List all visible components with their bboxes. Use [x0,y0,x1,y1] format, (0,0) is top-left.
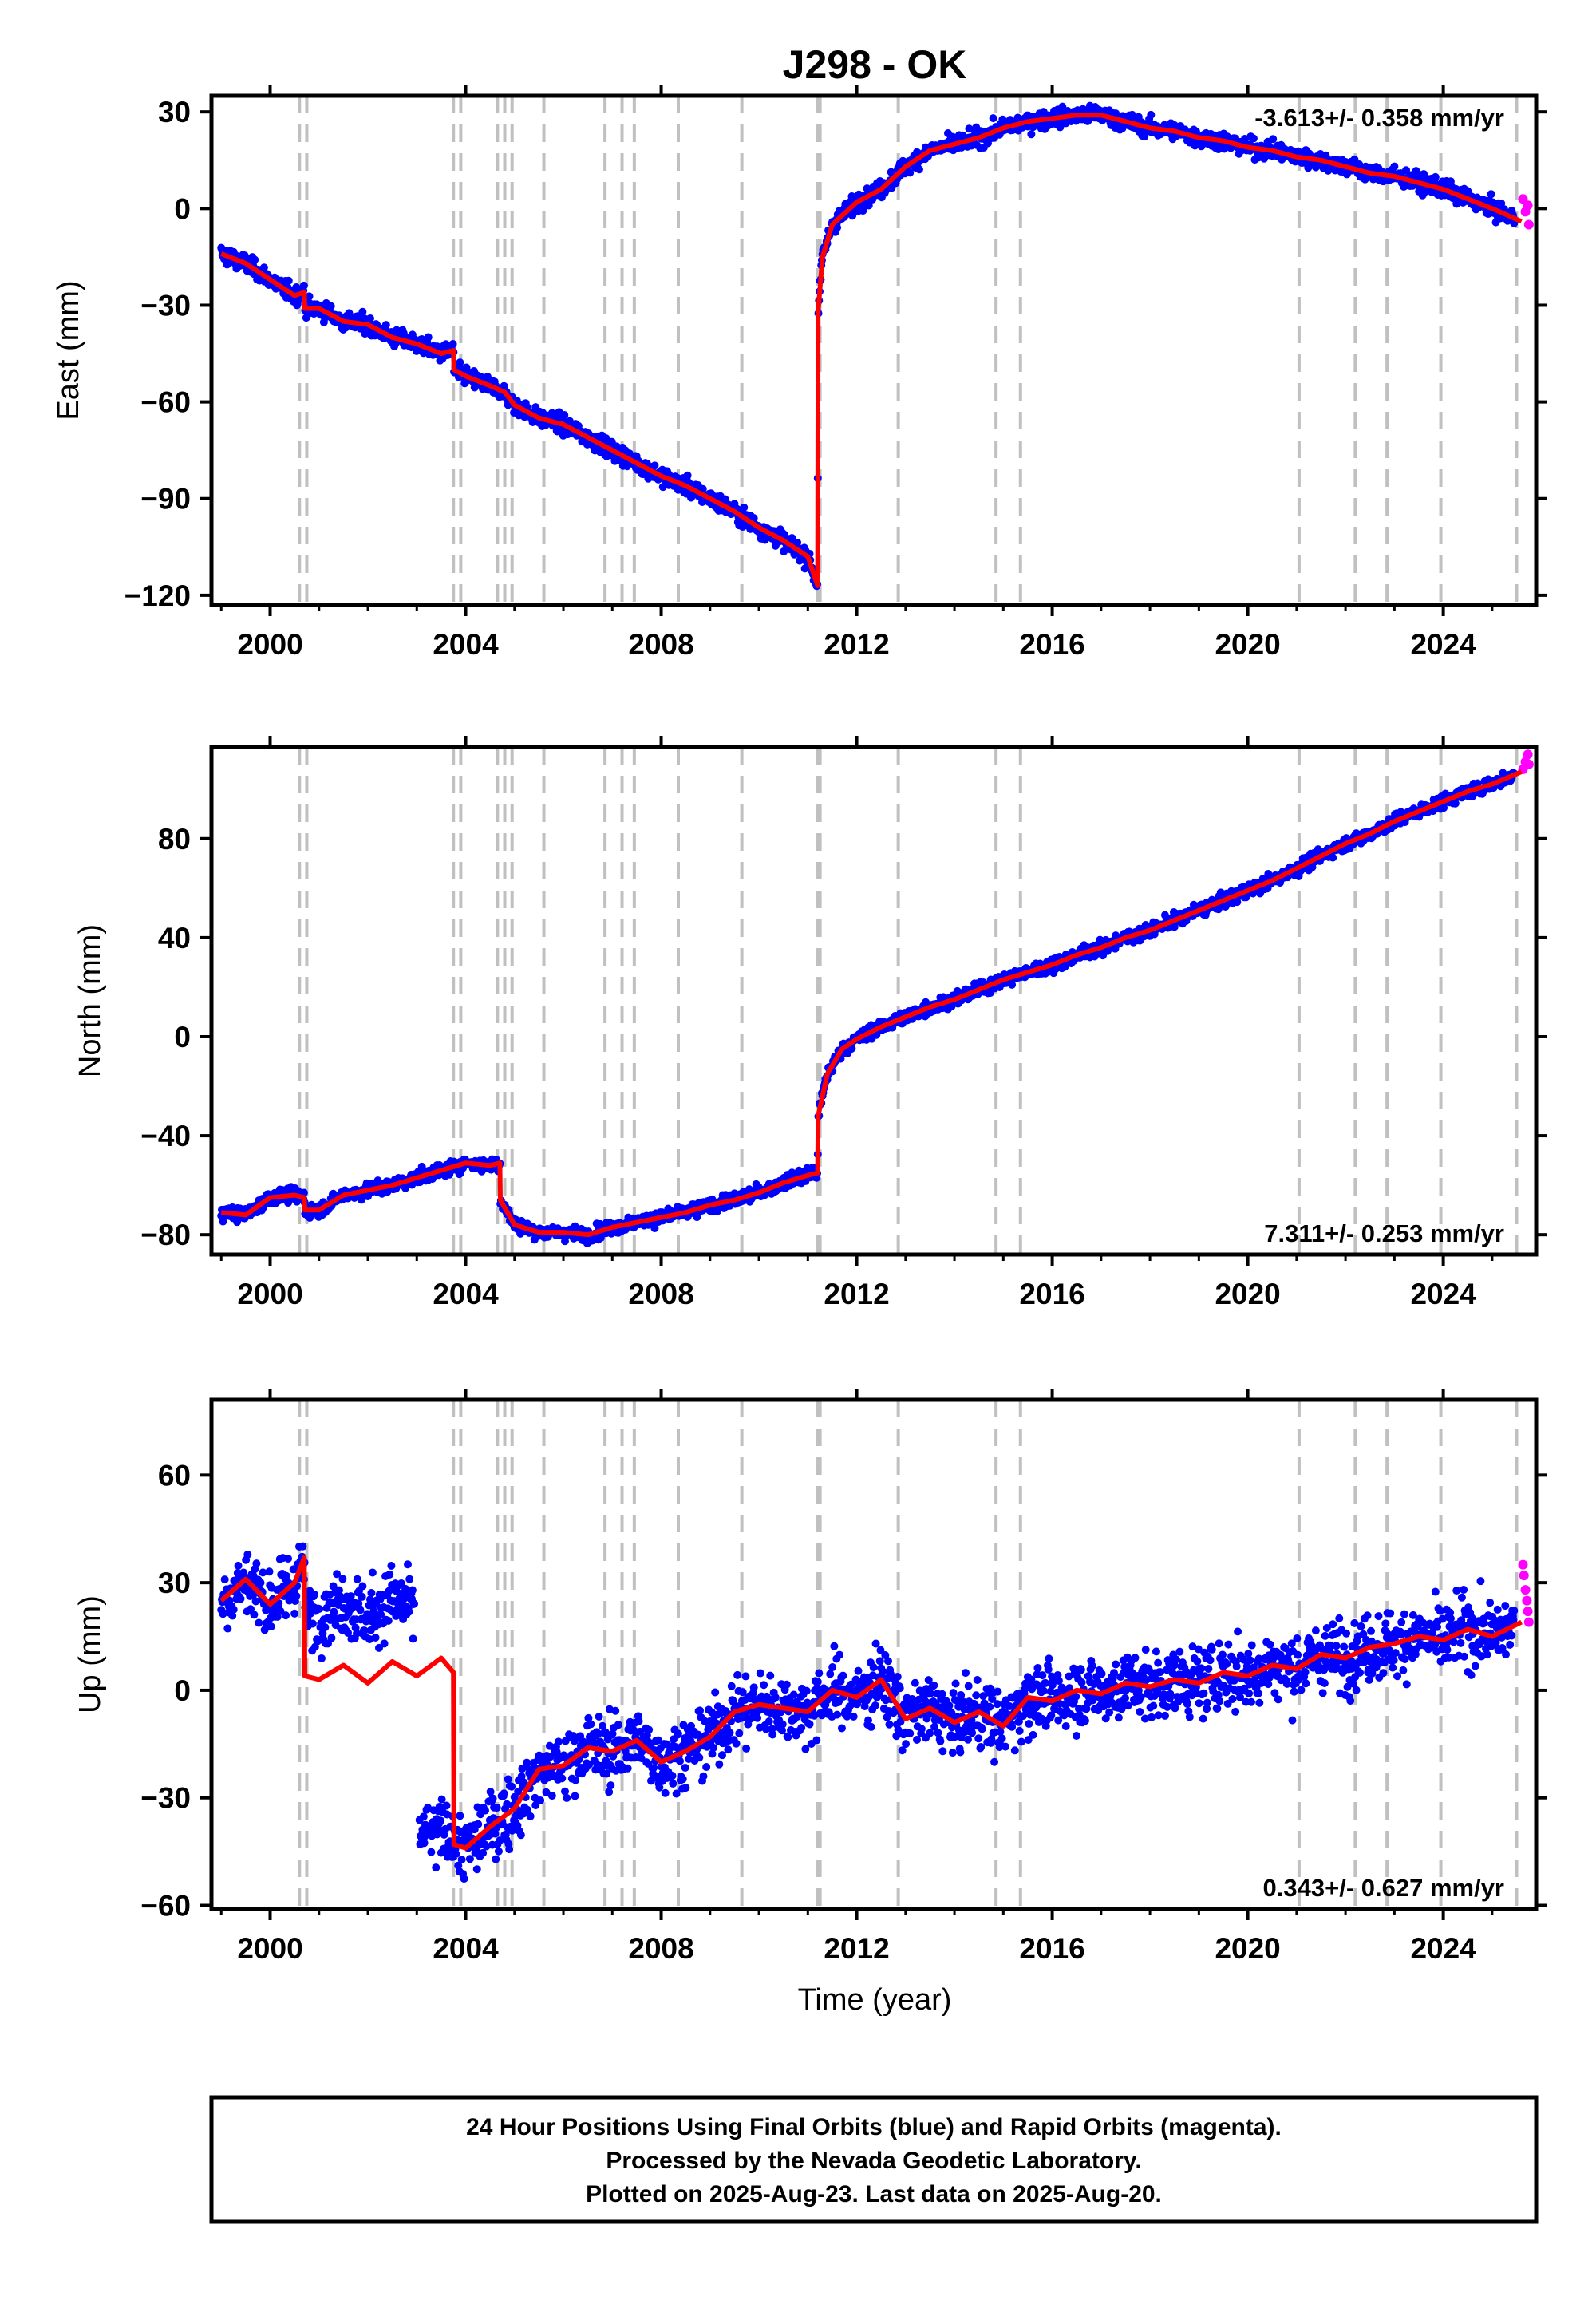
y-tick-label: −60 [140,386,191,419]
y-tick-label: −30 [140,1782,191,1815]
y-tick-label: −90 [140,483,191,516]
rapid-orbit-point [1523,1607,1533,1617]
rapid-orbit-point [1523,759,1534,769]
figure-title: J298 - OK [783,42,967,87]
x-tick-label: 2004 [433,1278,499,1310]
x-tick-label: 2000 [237,628,302,661]
final-orbit-points [217,1542,1519,1883]
y-tick-label: −80 [140,1219,191,1251]
y-tick-label: 80 [158,823,191,856]
footer-line-1: 24 Hour Positions Using Final Orbits (bl… [466,2114,1282,2140]
model-line [220,769,1523,1238]
footer-line-2: Processed by the Nevada Geodetic Laborat… [606,2148,1141,2174]
x-tick-label: 2004 [433,628,499,661]
final-orbit-point-cloud [217,1542,1519,1883]
model-line [219,1555,1523,1851]
x-tick-label: 2004 [433,1932,499,1965]
footer-box [209,2095,1539,2224]
rapid-orbit-point [1523,219,1534,230]
x-tick-label: 2024 [1410,1932,1476,1965]
final-orbit-point-cloud [217,101,1519,591]
x-tick-label: 2020 [1215,1278,1280,1310]
x-tick-label: 2024 [1410,628,1476,661]
y-tick-label: 40 [158,922,191,954]
x-tick-label: 2008 [628,1278,693,1310]
x-tick-label: 2012 [824,1278,889,1310]
x-axis-label: Time (year) [798,1983,952,2017]
plot-frame [209,1397,1539,1911]
velocity-rate-label: 7.311+/- 0.253 mm/yr [1264,1219,1504,1247]
y-tick-label: 0 [174,1021,191,1053]
x-tick-label: 2016 [1019,628,1084,661]
y-tick-label: −60 [140,1890,191,1923]
rapid-orbit-point [1522,1595,1532,1606]
y-axis-label: Up (mm) [73,1595,107,1713]
rapid-orbit-point [1518,1559,1528,1570]
velocity-rate-label: 0.343+/- 0.627 mm/yr [1263,1874,1504,1902]
final-orbit-points [217,769,1519,1247]
rapid-orbit-point [1520,1585,1531,1595]
rapid-orbit-point [1523,1617,1534,1627]
x-tick-label: 2008 [628,1932,693,1965]
rapid-orbit-point [1519,1571,1529,1581]
x-tick-label: 2000 [237,1278,302,1310]
model-line [220,113,1523,588]
y-tick-label: −120 [124,579,191,612]
x-tick-label: 2020 [1215,628,1280,661]
x-tick-label: 2012 [824,1932,889,1965]
y-tick-label: 0 [174,1674,191,1707]
rapid-orbit-point [1523,749,1533,760]
up-panel: 60 30 0 −30 −60 2000 2004 2008 2012 2016 2020 2024 U… [73,1389,1547,1965]
rapid-orbit-point [1523,200,1533,211]
x-tick-label: 2012 [824,628,889,661]
x-tick-label: 2008 [628,628,693,661]
x-tick-label: 2020 [1215,1932,1280,1965]
y-tick-label: −40 [140,1120,191,1152]
final-orbit-point-cloud [217,769,1519,1247]
east-panel: 30 0 −30 −60 −90 −120 2000 2004 2008 2012 2016 2020… [52,85,1547,661]
y-tick-label: 30 [158,1567,191,1599]
x-tick-label: 2024 [1410,1278,1476,1310]
y-axis-label: East (mm) [52,280,85,420]
plot-frame [209,745,1539,1257]
y-tick-label: −30 [140,289,191,322]
north-panel: 80 40 0 −40 −80 2000 2004 2008 2012 2016 2020 2024 N… [73,736,1547,1310]
x-tick-label: 2000 [237,1932,302,1965]
plot-frame [209,93,1539,607]
y-tick-label: 30 [158,96,191,128]
y-tick-label: 60 [158,1459,191,1492]
x-tick-label: 2016 [1019,1932,1084,1965]
footer-line-3: Plotted on 2025-Aug-23. Last data on 202… [586,2181,1162,2207]
y-tick-label: 0 [174,192,191,225]
x-tick-label: 2016 [1019,1278,1084,1310]
velocity-rate-label: -3.613+/- 0.358 mm/yr [1254,104,1504,132]
final-orbit-points [217,101,1519,591]
y-axis-label: North (mm) [73,924,107,1077]
